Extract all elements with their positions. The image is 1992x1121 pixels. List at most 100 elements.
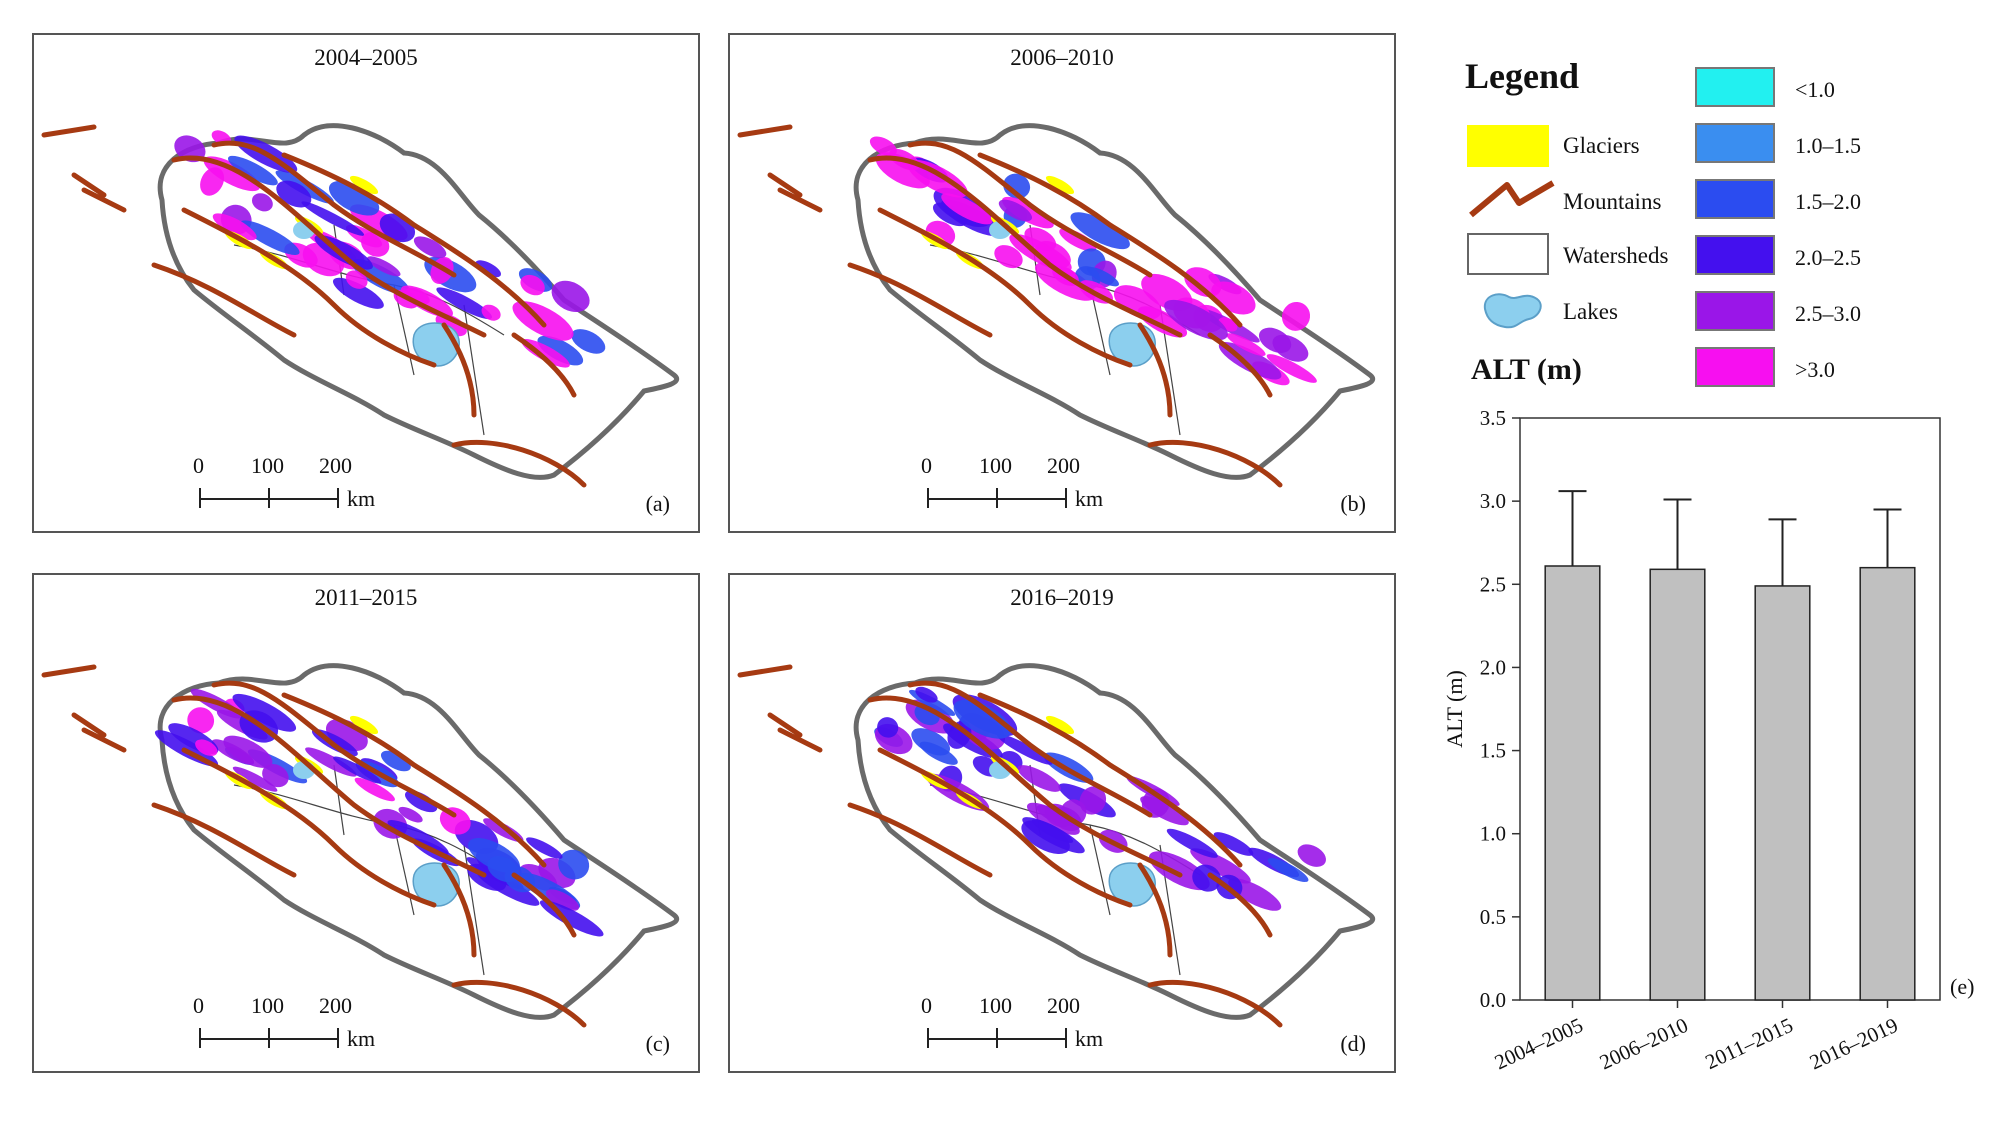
panel-label: (d) [1340,1031,1366,1056]
mountain-range [977,152,1243,328]
alt-class-patch [301,201,365,236]
legend-class-label: <1.0 [1795,77,1835,102]
map-panel-a: 2004–2005 0 100 200 km (a) [32,33,700,533]
mountain-range [181,207,437,368]
alt-class-patch [404,790,438,813]
map-panel-b: 2006–2010 0 100 200 km (b) [728,33,1396,533]
mountain-range [1147,979,1283,1028]
alt-class-patch [953,699,1011,739]
mountain-range [41,124,97,138]
map-drawing [41,663,679,1028]
scale-tick [1065,488,1067,508]
legend-class-label: 1.5–2.0 [1795,189,1861,214]
scale-bar: 0 100 200 km [193,993,375,1053]
legend-class-swatch [1695,235,1775,275]
alt-class-patch [1267,858,1309,882]
legend-label-lakes: Lakes [1563,299,1618,324]
legend-label-watersheds: Watersheds [1563,243,1669,268]
alt-class-patch [212,213,257,241]
alt-class-patch [919,741,958,765]
legend-class-swatch [1695,179,1775,219]
scale-tick-label: 200 [1047,453,1080,478]
alt-class-patch [367,256,401,277]
alt-class-patch [1059,228,1097,252]
mountain-range [441,322,477,418]
alt-class-patch [1266,354,1317,383]
scale-tick [268,488,270,508]
alt-title: ALT (m) [1471,353,1582,386]
glacier-patch [349,175,379,195]
alt-class-patch [558,849,590,880]
mountain-range [867,155,1183,338]
legend-class-label: 1.0–1.5 [1795,133,1861,158]
y-tick-label: 2.0 [1480,655,1506,679]
scale-bar: 0 100 200 km [193,453,375,513]
map-drawing [737,123,1375,488]
bar [1754,585,1811,1001]
mountain-range [877,207,1133,368]
alt-class-patch [1281,301,1311,331]
mountain-range [441,862,477,958]
alt-class-patch [551,280,590,313]
map-drawing [737,663,1375,1028]
y-tick-label: 0.0 [1480,988,1506,1012]
alt-class-patch [487,856,520,883]
alt-class-patch [1017,765,1061,792]
mountain-range [451,439,587,488]
scale-tick [268,1028,270,1048]
alt-class-patch [1190,848,1251,884]
alt-class-patch [932,202,968,227]
mountain-range [281,152,547,328]
glacier-icon [1467,125,1549,167]
alt-class-patch [195,739,218,756]
alt-class-patch [537,335,584,366]
alt-class-patch [405,287,430,305]
y-tick-label: 3.5 [1480,406,1506,430]
legend-title: Legend [1465,56,1580,96]
alt-class-patch [251,193,273,212]
alt-class-patch [387,819,449,855]
scale-tick-label: 100 [979,993,1012,1018]
alt-class-patch [1021,820,1070,854]
scale-tick-label: 100 [251,993,284,1018]
glacier-patch [1045,715,1075,735]
alt-class-patch [332,277,384,309]
legend-class-swatch [1695,67,1775,107]
mountain-range [737,664,793,678]
alt-class-patch [877,717,899,738]
legend: Legend Glaciers Mountains Watersheds Lak… [1455,45,1975,405]
y-tick-label: 3.0 [1480,489,1506,513]
alt-class-patch [232,766,278,792]
legend-class-label: >3.0 [1795,357,1835,382]
scale-bar: 0 100 200 km [921,993,1103,1053]
mountain-range [847,262,993,338]
alt-class-patch [941,193,993,225]
mountain-range [867,695,1183,878]
alt-class-patch [481,304,501,321]
alt-class-patch [1258,327,1292,353]
glacier-patch [1045,175,1075,195]
legend-class-label: 2.0–2.5 [1795,245,1861,270]
scale-tick-label: 0 [193,453,204,478]
legend-class-swatch [1695,123,1775,163]
x-tick-label: 2011–2015 [1702,1013,1797,1074]
legend-label-glaciers: Glaciers [1563,133,1640,158]
legend-class-label: 2.5–3.0 [1795,301,1861,326]
x-tick-label: 2006–2010 [1596,1013,1692,1075]
alt-class-patch [947,720,972,749]
alt-class-patch [571,329,606,354]
legend-watersheds-swatch [1467,233,1549,275]
x-tick-label: 2016–2019 [1806,1013,1902,1075]
y-tick-label: 1.0 [1480,822,1506,846]
alt-class-patch [526,837,563,859]
legend-glaciers-swatch [1467,125,1549,167]
legend-label-mountains: Mountains [1563,189,1662,214]
alt-class-patch [228,155,278,186]
bar [1649,568,1706,1001]
mountain-range [877,747,1133,908]
legend-mountains-swatch [1467,177,1557,221]
panel-label: (e) [1950,974,1974,999]
mountain-range [71,712,127,753]
alt-class-patch [475,260,502,278]
scale-tick [927,488,929,508]
